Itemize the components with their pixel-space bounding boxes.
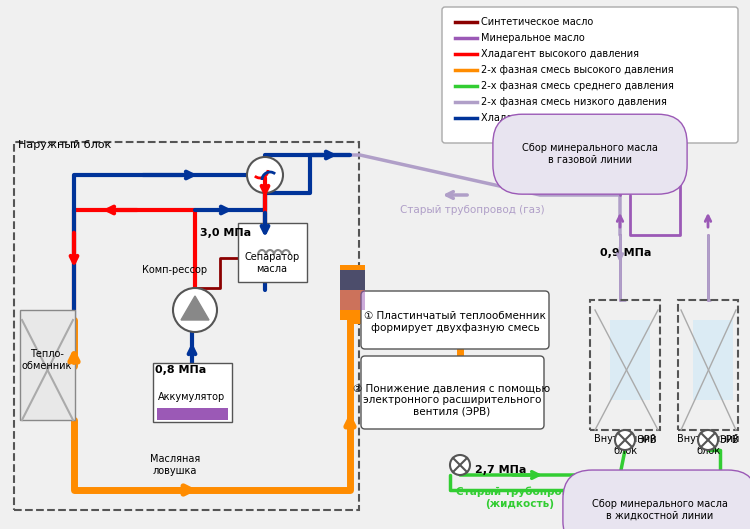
FancyBboxPatch shape: [20, 310, 75, 420]
Text: 2-х фазная смесь низкого давления: 2-х фазная смесь низкого давления: [481, 97, 667, 107]
FancyBboxPatch shape: [610, 320, 650, 400]
Text: Сепаратор
масла: Сепаратор масла: [244, 252, 299, 274]
Text: Сбор минерального масла
в жидкостной линии: Сбор минерального масла в жидкостной лин…: [592, 499, 728, 521]
Text: Комп-рессор: Комп-рессор: [142, 265, 208, 275]
FancyBboxPatch shape: [361, 291, 549, 349]
FancyBboxPatch shape: [693, 320, 733, 400]
Circle shape: [173, 288, 217, 332]
FancyBboxPatch shape: [238, 223, 307, 282]
Text: Хладагент низкого давления: Хладагент низкого давления: [481, 113, 632, 123]
Text: Наружный блок: Наружный блок: [18, 140, 111, 150]
Circle shape: [615, 430, 635, 450]
Text: Старый трубопровод
(жидкость): Старый трубопровод (жидкость): [456, 487, 584, 509]
FancyBboxPatch shape: [340, 270, 365, 290]
Text: Старый трубопровод (газ): Старый трубопровод (газ): [400, 205, 544, 215]
Text: ЭРВ: ЭРВ: [720, 435, 740, 445]
Text: Тепло-
обменник: Тепло- обменник: [22, 349, 72, 371]
Text: Минеральное масло: Минеральное масло: [481, 33, 585, 43]
Circle shape: [247, 157, 283, 193]
FancyBboxPatch shape: [153, 363, 232, 422]
Text: 0,9 МПа: 0,9 МПа: [600, 248, 651, 258]
FancyBboxPatch shape: [361, 356, 544, 429]
Text: Сбор минерального масла
в газовой линии: Сбор минерального масла в газовой линии: [522, 143, 658, 165]
Circle shape: [450, 455, 470, 475]
Text: 2-х фазная смесь высокого давления: 2-х фазная смесь высокого давления: [481, 65, 674, 75]
FancyBboxPatch shape: [442, 7, 738, 143]
FancyBboxPatch shape: [340, 290, 365, 310]
Text: Аккумулятор: Аккумулятор: [158, 392, 226, 402]
Text: ① Пластинчатый теплообменник
формирует двухфазную смесь: ① Пластинчатый теплообменник формирует д…: [364, 311, 546, 333]
Polygon shape: [181, 296, 209, 320]
Text: 0,8 МПа: 0,8 МПа: [155, 365, 206, 375]
Circle shape: [698, 430, 718, 450]
Text: ЭРВ: ЭРВ: [637, 435, 656, 445]
Text: 2,7 МПа: 2,7 МПа: [475, 465, 526, 475]
Text: Внутренний
блок: Внутренний блок: [594, 434, 656, 456]
Text: 2-х фазная смесь среднего давления: 2-х фазная смесь среднего давления: [481, 81, 674, 91]
Text: Хладагент высокого давления: Хладагент высокого давления: [481, 49, 639, 59]
Text: 3,0 МПа: 3,0 МПа: [200, 228, 251, 238]
Text: Внутренний
блок: Внутренний блок: [676, 434, 740, 456]
Text: Синтетическое масло: Синтетическое масло: [481, 17, 593, 27]
Text: Масляная
ловушка: Масляная ловушка: [150, 454, 200, 476]
FancyBboxPatch shape: [157, 408, 228, 420]
FancyBboxPatch shape: [340, 265, 365, 320]
Text: ② Понижение давления с помощью
электронного расширительного
вентиля (ЭРВ): ② Понижение давления с помощью электронн…: [353, 384, 550, 417]
